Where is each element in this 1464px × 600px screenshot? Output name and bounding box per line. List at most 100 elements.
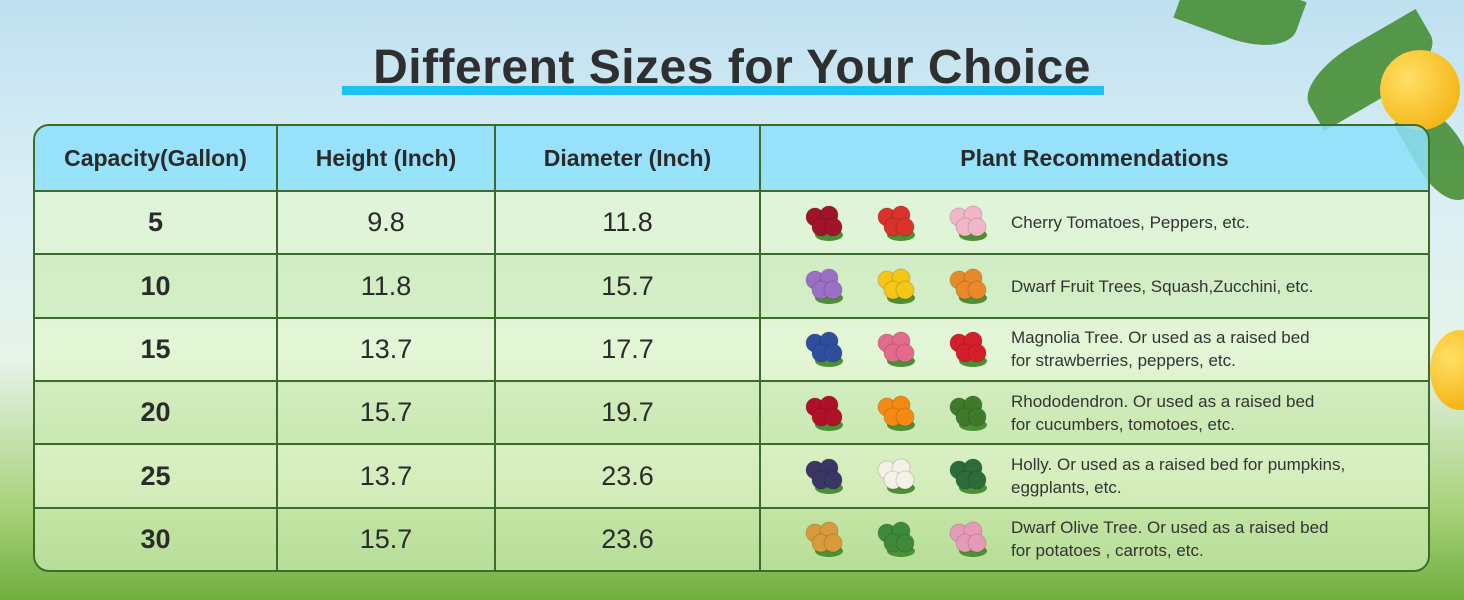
icon-fruit <box>967 343 987 363</box>
recommendation-text: Magnolia Tree. Or used as a raised bed fo… <box>1011 326 1310 372</box>
diameter-cell: 15.7 <box>495 254 761 319</box>
recommendation-cell: Dwarf Fruit Trees, Squash,Zucchini, etc. <box>760 254 1428 319</box>
recommendation: Holly. Or used as a raised bed for pumpk… <box>761 448 1428 504</box>
orange <box>1430 330 1464 410</box>
title-underline <box>342 86 1104 95</box>
plant-icon <box>877 521 915 558</box>
height-cell: 11.8 <box>277 254 496 319</box>
plant-icons <box>805 521 987 558</box>
plant-icon <box>949 205 987 241</box>
recommendation: Rhododendron. Or used as a raised bed for… <box>761 385 1428 441</box>
icon-fruit <box>967 470 987 490</box>
capacity-cell: 10 <box>35 254 278 319</box>
title: Different Sizes for Your Choice <box>373 41 1091 94</box>
plant-icon <box>805 458 843 495</box>
plant-icon <box>949 458 987 495</box>
icon-fruit <box>895 470 915 490</box>
recommendation-cell: Magnolia Tree. Or used as a raised bed fo… <box>760 317 1428 383</box>
icon-fruit <box>823 533 843 553</box>
diameter-cell: 23.6 <box>495 507 761 570</box>
height-cell: 9.8 <box>277 191 496 256</box>
recommendation-line: for strawberries, peppers, etc. <box>1011 351 1236 371</box>
icon-fruit <box>895 217 915 237</box>
icon-fruit <box>895 407 915 427</box>
recommendation-line: Magnolia Tree. Or used as a raised bed <box>1011 328 1310 348</box>
plant-icon <box>877 268 915 305</box>
diameter-cell: 17.7 <box>495 317 761 383</box>
header-cell: Height (Inch) <box>277 126 496 192</box>
plant-icons <box>805 458 987 495</box>
capacity-cell: 15 <box>35 317 278 383</box>
icon-fruit <box>895 343 915 363</box>
icon-fruit <box>967 280 987 300</box>
diameter-cell: 19.7 <box>495 381 761 446</box>
icon-fruit <box>967 217 987 237</box>
height-cell: 15.7 <box>277 507 496 570</box>
recommendation: Magnolia Tree. Or used as a raised bed fo… <box>761 321 1428 377</box>
icon-fruit <box>823 217 843 237</box>
recommendation-text: Rhododendron. Or used as a raised bed for… <box>1011 390 1314 436</box>
icon-fruit <box>895 533 915 553</box>
plant-icon <box>949 521 987 558</box>
table-body: 5 9.8 11.8 Cherry Tomatoes, Peppers, etc. 10… <box>35 191 1428 570</box>
table-row: 25 13.7 23.6 Holly. Or used as a raised bed… <box>35 444 1428 509</box>
table-row: 20 15.7 19.7 Rhododendron. Or used as a rai… <box>35 381 1428 446</box>
recommendation-text: Holly. Or used as a raised bed for pumpk… <box>1011 453 1345 499</box>
recommendation: Cherry Tomatoes, Peppers, etc. <box>761 195 1428 251</box>
table-row: 10 11.8 15.7 Dwarf Fruit Trees, Squash,Zucc… <box>35 254 1428 319</box>
capacity-cell: 30 <box>35 507 278 570</box>
plant-icons <box>805 331 987 368</box>
height-cell: 15.7 <box>277 381 496 446</box>
table-row: 5 9.8 11.8 Cherry Tomatoes, Peppers, etc. <box>35 191 1428 256</box>
plant-icons <box>805 205 987 241</box>
title-wrap: Different Sizes for Your Choice <box>0 40 1464 95</box>
recommendation-text: Dwarf Olive Tree. Or used as a raised be… <box>1011 516 1328 562</box>
size-table: Capacity(Gallon) Height (Inch) Diameter (I… <box>35 126 1428 570</box>
icon-fruit <box>823 470 843 490</box>
plant-icon <box>805 205 843 241</box>
capacity-cell: 20 <box>35 381 278 446</box>
plant-icon <box>877 395 915 431</box>
plant-icon <box>805 395 843 431</box>
diameter-cell: 23.6 <box>495 444 761 509</box>
header-row: Capacity(Gallon) Height (Inch) Diameter (I… <box>35 126 1428 192</box>
icon-fruit <box>823 280 843 300</box>
recommendation-cell: Cherry Tomatoes, Peppers, etc. <box>760 191 1428 256</box>
plant-icon <box>949 331 987 368</box>
icon-fruit <box>895 280 915 300</box>
plant-icon <box>877 331 915 368</box>
recommendation-text: Cherry Tomatoes, Peppers, etc. <box>1011 211 1250 234</box>
recommendation-cell: Dwarf Olive Tree. Or used as a raised be… <box>760 507 1428 570</box>
icon-fruit <box>823 343 843 363</box>
header-cell: Diameter (Inch) <box>495 126 761 192</box>
table-row: 30 15.7 23.6 Dwarf Olive Tree. Or used as a… <box>35 507 1428 570</box>
plant-icons <box>805 268 987 305</box>
header-cell: Capacity(Gallon) <box>35 126 278 192</box>
diameter-cell: 11.8 <box>495 191 761 256</box>
capacity-cell: 25 <box>35 444 278 509</box>
plant-icon <box>805 331 843 368</box>
height-cell: 13.7 <box>277 317 496 383</box>
plant-icon <box>805 521 843 558</box>
recommendation-line: Cherry Tomatoes, Peppers, etc. <box>1011 213 1250 233</box>
plant-icon <box>877 458 915 495</box>
recommendation: Dwarf Fruit Trees, Squash,Zucchini, etc. <box>761 258 1428 314</box>
recommendation-cell: Rhododendron. Or used as a raised bed for… <box>760 381 1428 446</box>
recommendation-line: Rhododendron. Or used as a raised bed <box>1011 391 1315 411</box>
recommendation-line: Dwarf Fruit Trees, Squash,Zucchini, etc. <box>1011 276 1314 296</box>
plant-icons <box>805 395 987 431</box>
recommendation-line: for cucumbers, tomotoes, etc. <box>1011 414 1235 434</box>
plant-icon <box>805 268 843 305</box>
height-cell: 13.7 <box>277 444 496 509</box>
icon-fruit <box>823 407 843 427</box>
recommendation-line: eggplants, etc. <box>1011 478 1122 498</box>
header-cell: Plant Recommendations <box>760 126 1428 192</box>
icon-fruit <box>967 533 987 553</box>
plant-icon <box>949 395 987 431</box>
icon-fruit <box>967 407 987 427</box>
recommendation-line: Holly. Or used as a raised bed for pumpk… <box>1011 455 1346 475</box>
recommendation-line: Dwarf Olive Tree. Or used as a raised be… <box>1011 518 1329 538</box>
table: Capacity(Gallon) Height (Inch) Diameter (I… <box>33 124 1430 572</box>
recommendation-line: for potatoes , carrots, etc. <box>1011 541 1204 561</box>
